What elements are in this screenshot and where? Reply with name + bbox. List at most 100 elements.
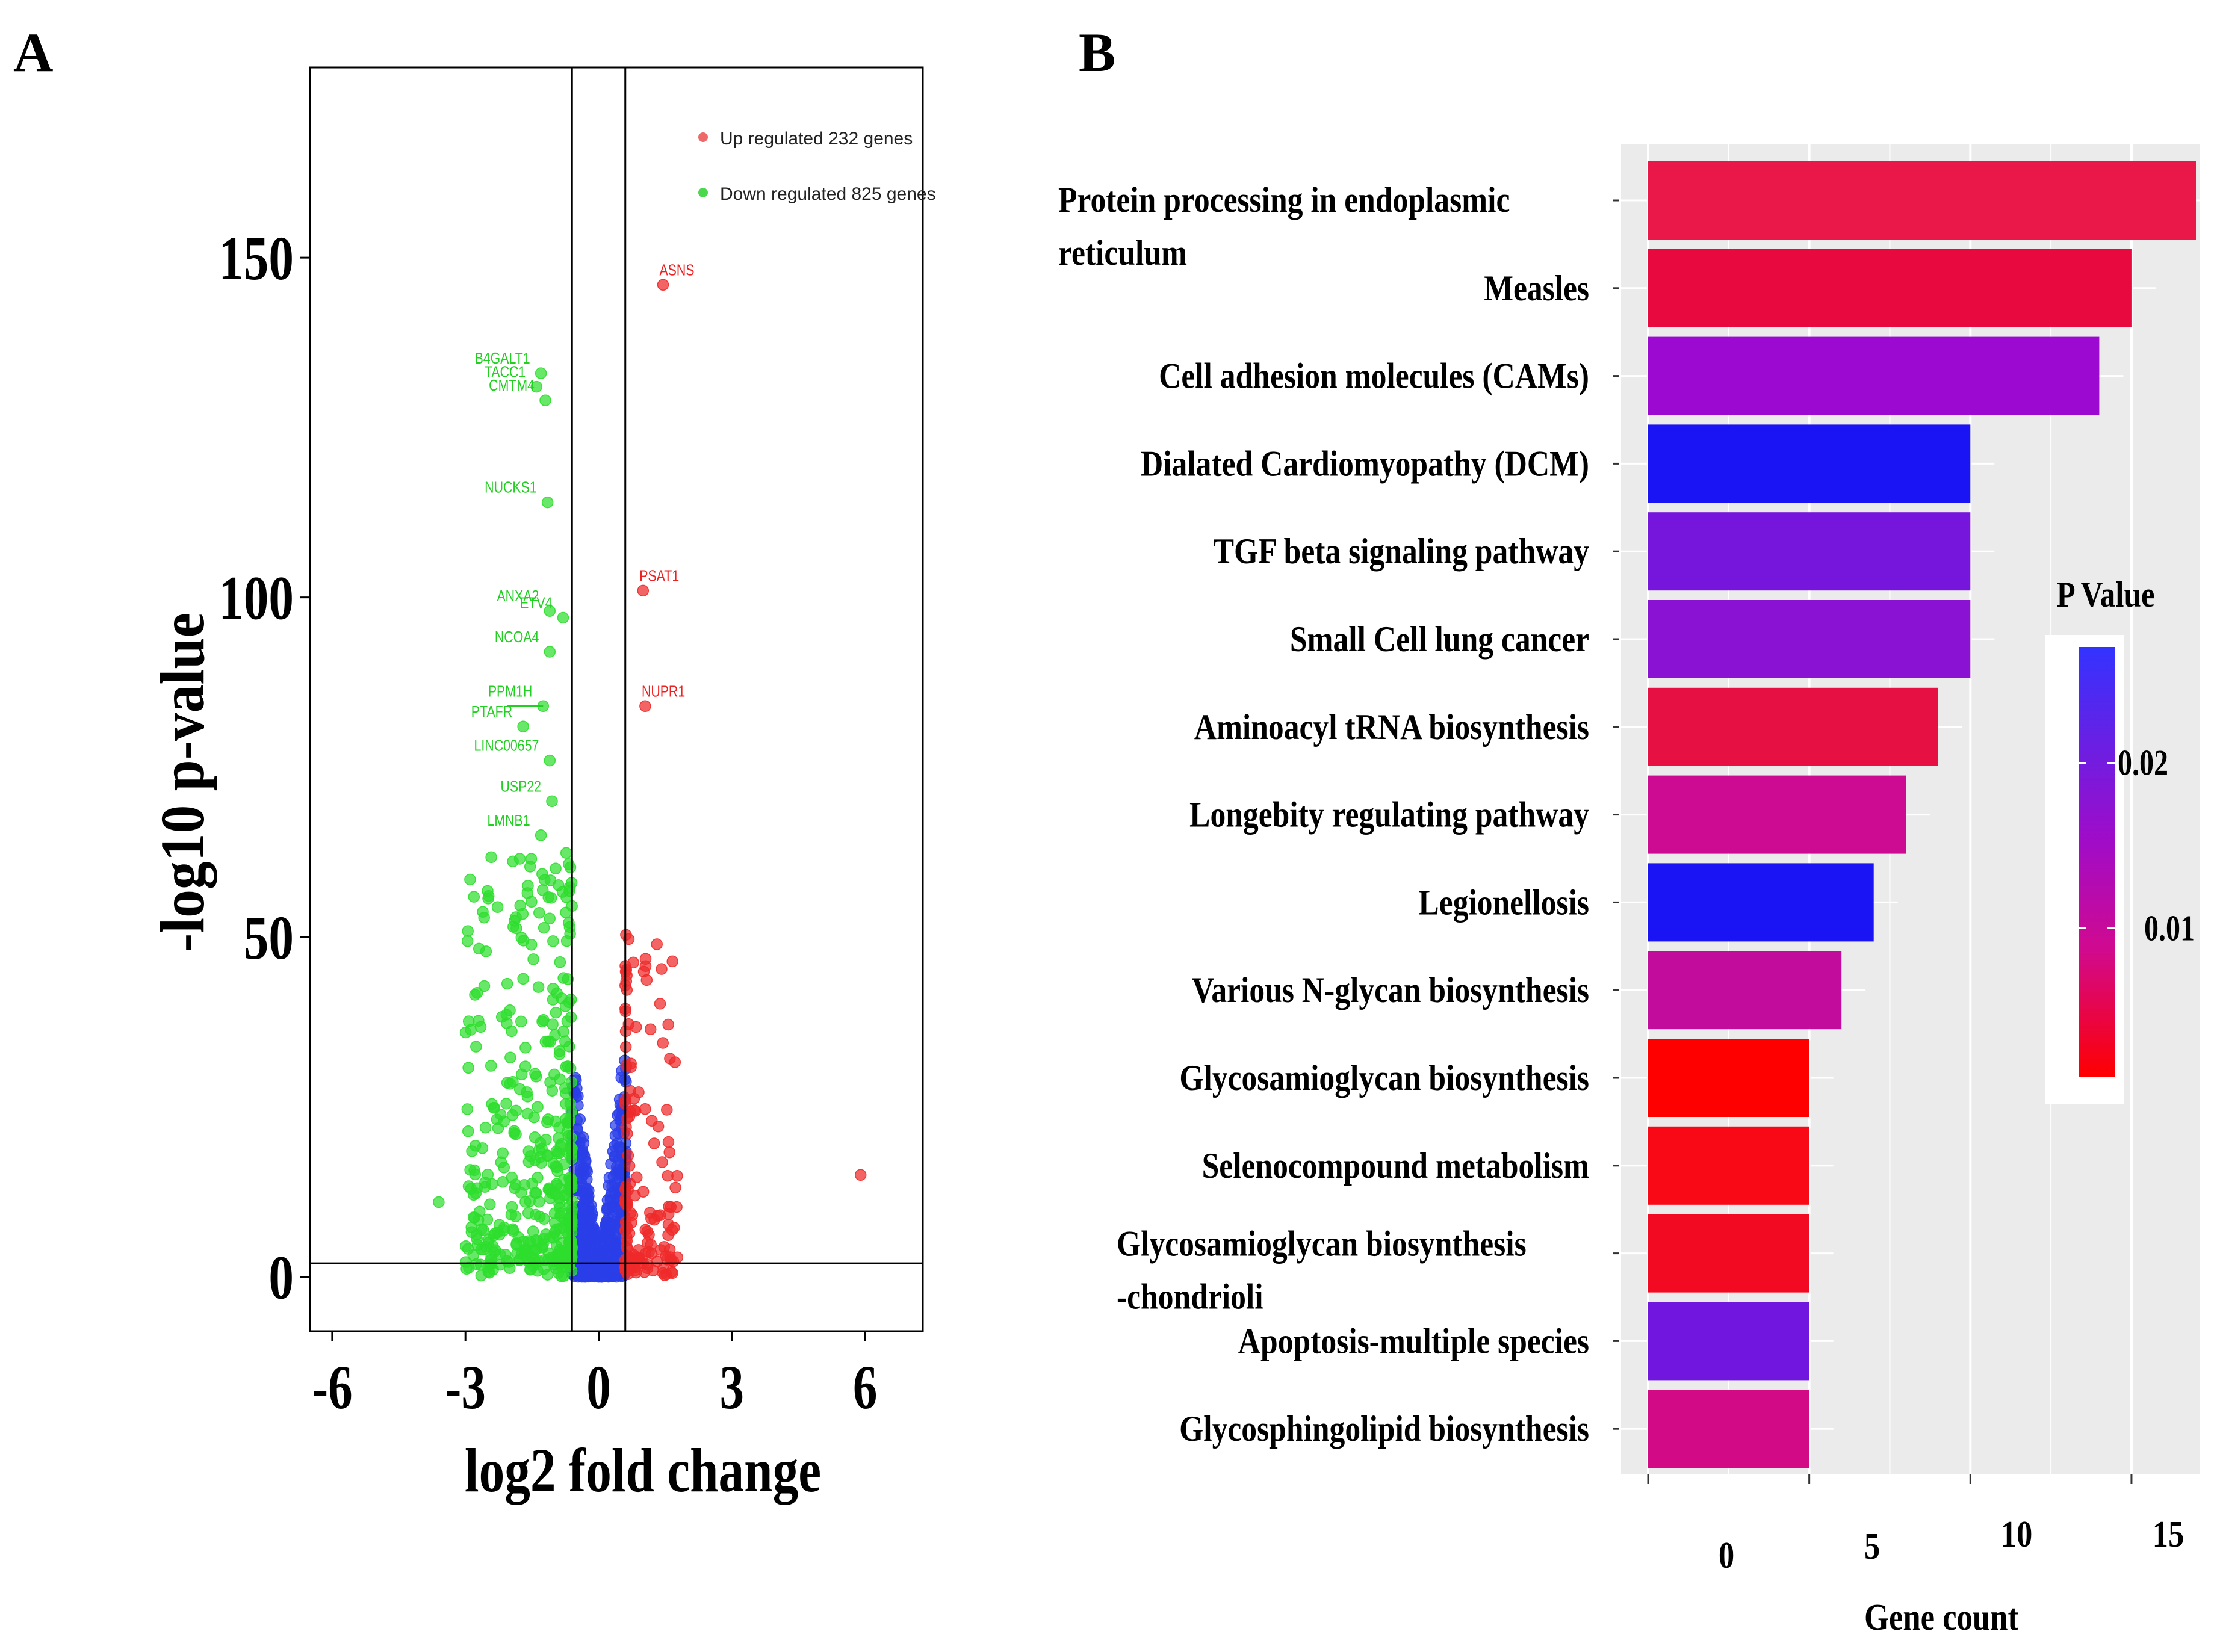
volcano-point-ns xyxy=(598,1230,611,1243)
gene-label: NUPR1 xyxy=(642,682,685,701)
pvalue-colorbar xyxy=(2079,647,2115,1077)
volcano-point-down xyxy=(462,1125,474,1137)
category-label: Aminoacyl tRNA biosynthesis xyxy=(1194,707,1589,747)
volcano-point-ns xyxy=(609,1140,621,1152)
y-tick-label: 50 xyxy=(244,904,294,973)
volcano-point-down xyxy=(467,1249,479,1261)
volcano-point-up xyxy=(637,584,650,597)
volcano-point-down xyxy=(482,885,494,897)
volcano-point-up xyxy=(656,963,668,975)
volcano-point-down xyxy=(535,367,547,379)
volcano-point-down xyxy=(433,1196,445,1208)
volcano-point-down xyxy=(473,942,485,955)
volcano-point-down xyxy=(479,1121,492,1134)
category-label: Various N-glycan biosynthesis xyxy=(1192,971,1589,1010)
volcano-point-down xyxy=(519,1060,532,1072)
volcano-point-up xyxy=(621,1128,633,1140)
bar-chart-x-axis-title: Gene count xyxy=(1864,1597,2018,1638)
volcano-point-up xyxy=(633,1086,645,1098)
volcano-point-down xyxy=(510,1237,523,1249)
pvalue-colorbar-ticks: 0.02 0.01 xyxy=(2079,743,2195,948)
category-label: Selenocompound metabolism xyxy=(1202,1146,1589,1186)
volcano-point-down xyxy=(563,1260,575,1272)
volcano-point-down xyxy=(529,1068,541,1080)
volcano-point-down xyxy=(509,1182,521,1195)
volcano-point-down xyxy=(565,1141,577,1153)
volcano-point-down xyxy=(506,1109,519,1121)
bar xyxy=(1648,951,1842,1030)
x-tick-label: 15 xyxy=(2153,1514,2184,1555)
volcano-point-down xyxy=(513,1083,526,1095)
volcano-point-down xyxy=(476,1223,488,1236)
category-label: Glycosamioglycan biosynthesis xyxy=(1179,1058,1589,1098)
volcano-point-up xyxy=(652,1121,665,1133)
volcano-point-down xyxy=(534,1151,547,1163)
volcano-y-ticks: 0 50 100 150 xyxy=(219,224,310,1313)
bar xyxy=(1648,512,1971,591)
bar xyxy=(1648,1390,1809,1468)
volcano-point-down xyxy=(539,394,551,406)
volcano-point-down xyxy=(530,1243,542,1256)
gene-label: ETV4 xyxy=(520,595,552,613)
gene-label: ANXA2 xyxy=(497,587,539,605)
volcano-point-up xyxy=(662,1136,675,1148)
volcano-point-down xyxy=(548,1068,560,1081)
volcano-point-up xyxy=(643,1228,655,1241)
volcano-point-down xyxy=(546,795,558,808)
volcano-point-down xyxy=(554,1202,566,1214)
category-label-line: Glycosamioglycan biosynthesis xyxy=(1117,1224,1527,1264)
volcano-point-ns xyxy=(615,1072,627,1084)
volcano-point-down xyxy=(487,1263,499,1276)
bar xyxy=(1648,1302,1809,1381)
volcano-point-up xyxy=(656,1156,668,1168)
category-label-line: -chondrioli xyxy=(1117,1277,1263,1317)
category-label: Dialated Cardiomyopathy (DCM) xyxy=(1141,444,1589,484)
volcano-point-down xyxy=(465,1226,478,1239)
category-label: Protein processing in endoplasmic reticul… xyxy=(1058,180,1510,273)
volcano-point-up xyxy=(625,1057,637,1069)
volcano-points xyxy=(433,279,867,1283)
category-label: Glycosamioglycan biosynthesis -chondrioli xyxy=(1117,1224,1527,1317)
legend-up-label: Up regulated 232 genes xyxy=(720,129,913,149)
category-label: Longebity regulating pathway xyxy=(1189,795,1589,835)
volcano-point-down xyxy=(564,1062,577,1075)
volcano-point-down xyxy=(564,1220,577,1233)
volcano-point-down xyxy=(525,939,538,951)
volcano-point-down xyxy=(535,829,547,841)
volcano-point-down xyxy=(507,1223,519,1236)
volcano-point-up xyxy=(639,953,652,965)
gene-label: CMTM4 xyxy=(489,377,535,395)
volcano-point-down xyxy=(460,1263,473,1275)
volcano-point-ns xyxy=(580,1211,592,1224)
category-label: Measles xyxy=(1484,268,1589,308)
y-tick-label: 0 xyxy=(268,1243,294,1313)
volcano-point-down xyxy=(526,1177,538,1190)
volcano-point-down xyxy=(526,896,538,908)
gene-label: LMNB1 xyxy=(488,812,530,830)
volcano-point-up xyxy=(654,998,666,1010)
volcano-point-down xyxy=(533,907,545,919)
volcano-point-down xyxy=(486,1178,498,1190)
volcano-point-up xyxy=(648,1137,660,1149)
volcano-point-ns xyxy=(586,1222,598,1234)
gene-label: B4GALT1 xyxy=(475,350,530,368)
volcano-point-down xyxy=(507,921,519,933)
volcano-point-down xyxy=(527,953,539,965)
volcano-point-down xyxy=(485,851,497,864)
bar-chart-x-ticks: 0 5 10 15 xyxy=(1647,1474,2184,1576)
volcano-point-down xyxy=(557,611,569,624)
colorbar-tick-label: 0.02 xyxy=(2118,743,2168,782)
volcano-point-up xyxy=(639,700,651,713)
volcano-point-up xyxy=(621,1199,633,1211)
volcano-point-down xyxy=(461,1103,474,1115)
gene-label: PTAFR xyxy=(471,703,512,721)
volcano-point-down xyxy=(539,1035,552,1048)
volcano-point-down xyxy=(497,1176,509,1188)
volcano-point-down xyxy=(521,1107,534,1120)
category-label: TGF beta signaling pathway xyxy=(1214,532,1589,572)
volcano-point-down xyxy=(559,1035,571,1048)
volcano-point-down xyxy=(491,901,504,913)
bar xyxy=(1648,336,2100,415)
